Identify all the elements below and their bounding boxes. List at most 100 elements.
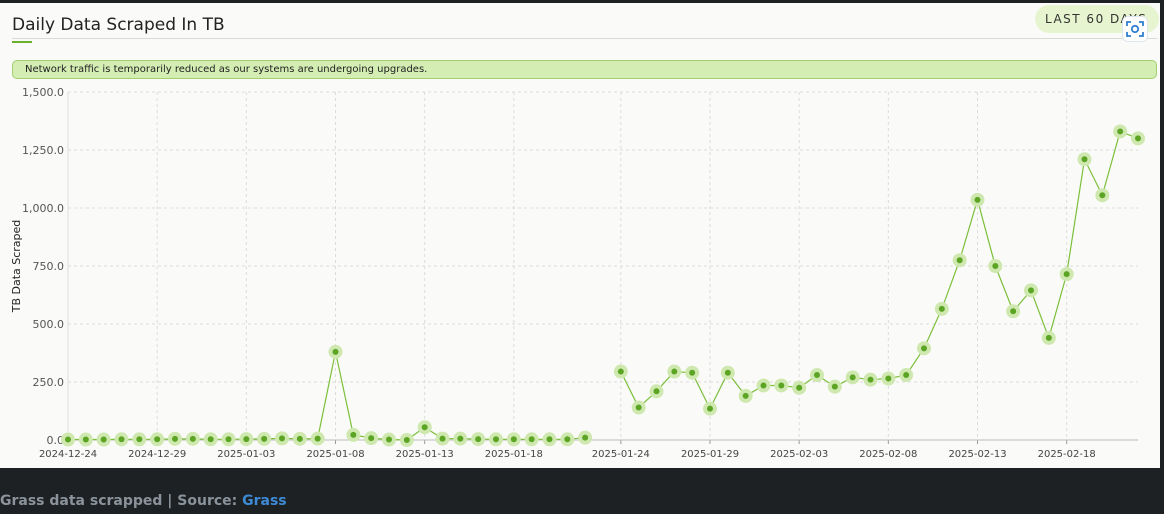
- data-point[interactable]: [114, 432, 129, 447]
- data-point[interactable]: [1006, 304, 1021, 319]
- data-point[interactable]: [382, 432, 396, 447]
- data-point-dot: [65, 436, 71, 443]
- data-point[interactable]: [845, 370, 860, 385]
- data-point[interactable]: [970, 192, 985, 207]
- y-tick-label: 1,250.0: [22, 144, 64, 157]
- data-point-dot: [225, 436, 232, 443]
- data-point[interactable]: [756, 378, 771, 393]
- data-point[interactable]: [78, 432, 93, 447]
- data-point[interactable]: [863, 372, 878, 387]
- data-point[interactable]: [774, 378, 789, 393]
- data-point-dot: [261, 435, 268, 442]
- data-point[interactable]: [328, 344, 343, 359]
- data-point[interactable]: [453, 431, 468, 446]
- data-point-dot: [386, 436, 392, 443]
- data-point[interactable]: [435, 431, 450, 446]
- y-tick-label: 250.0: [33, 376, 65, 389]
- data-point[interactable]: [524, 432, 539, 447]
- data-point[interactable]: [667, 364, 682, 379]
- data-point[interactable]: [685, 365, 700, 380]
- data-point[interactable]: [221, 432, 236, 447]
- data-point[interactable]: [471, 432, 486, 447]
- data-point[interactable]: [720, 365, 735, 380]
- y-tick-label: 1,000.0: [22, 202, 64, 215]
- data-point[interactable]: [150, 432, 165, 447]
- data-point-dot: [707, 405, 713, 412]
- data-point[interactable]: [310, 431, 325, 446]
- data-point[interactable]: [399, 433, 414, 447]
- data-point[interactable]: [239, 432, 254, 447]
- data-point[interactable]: [542, 432, 557, 447]
- data-point[interactable]: [988, 259, 1003, 273]
- data-point-dot: [475, 436, 482, 443]
- data-point[interactable]: [560, 432, 575, 447]
- data-point-dot: [1010, 308, 1017, 315]
- data-point[interactable]: [185, 431, 200, 446]
- data-point[interactable]: [1095, 188, 1110, 203]
- data-point[interactable]: [917, 341, 931, 356]
- data-point-dot: [938, 305, 945, 312]
- data-point-dot: [546, 436, 553, 443]
- data-point[interactable]: [61, 432, 75, 447]
- data-point[interactable]: [1024, 283, 1038, 298]
- data-point-dot: [1063, 271, 1070, 278]
- data-point[interactable]: [132, 432, 147, 447]
- x-tick-label: 2025-01-08: [306, 449, 364, 460]
- data-point-dot: [903, 372, 910, 379]
- data-point[interactable]: [1041, 330, 1056, 345]
- data-point-dot: [921, 345, 927, 352]
- x-tick-label: 2025-02-08: [859, 449, 917, 460]
- data-point[interactable]: [649, 384, 664, 399]
- data-point[interactable]: [934, 301, 949, 316]
- data-point[interactable]: [881, 371, 896, 386]
- data-point[interactable]: [827, 379, 842, 394]
- data-point[interactable]: [203, 432, 218, 447]
- data-point[interactable]: [1131, 131, 1145, 146]
- line-chart: 1,500.0 1,250.0 1,000.0 750.0 500.0 250.0 0.0 2…: [10, 86, 1145, 460]
- data-point-dot: [724, 369, 731, 376]
- data-point[interactable]: [810, 368, 824, 383]
- scan-lens-icon[interactable]: [1122, 16, 1148, 42]
- data-point[interactable]: [703, 401, 717, 416]
- data-point-dot: [207, 436, 214, 443]
- data-point-dot: [992, 263, 999, 269]
- data-point-dot: [1099, 192, 1106, 199]
- data-point[interactable]: [613, 364, 628, 379]
- data-point-dot: [814, 372, 820, 379]
- data-point[interactable]: [417, 420, 432, 435]
- data-point[interactable]: [792, 380, 807, 395]
- data-point[interactable]: [489, 432, 503, 447]
- data-point[interactable]: [631, 400, 646, 415]
- data-point[interactable]: [168, 431, 182, 446]
- data-point-dot: [582, 434, 589, 441]
- data-point-dot: [974, 196, 981, 203]
- data-point[interactable]: [738, 388, 753, 403]
- data-point-dot: [956, 257, 963, 264]
- x-tick-label: 2024-12-24: [39, 449, 97, 460]
- data-point[interactable]: [257, 431, 272, 446]
- data-point[interactable]: [96, 432, 111, 447]
- chart-title: Daily Data Scraped In TB: [12, 15, 225, 35]
- data-point[interactable]: [899, 368, 914, 383]
- data-point[interactable]: [275, 431, 289, 446]
- source-link[interactable]: Grass: [242, 493, 287, 509]
- data-point[interactable]: [1113, 124, 1128, 139]
- data-point-dot: [510, 436, 517, 443]
- x-tick-label: 2024-12-29: [128, 449, 186, 460]
- data-point-dot: [314, 435, 321, 442]
- data-point-dot: [118, 436, 125, 443]
- data-point[interactable]: [506, 432, 521, 447]
- data-point[interactable]: [578, 430, 593, 445]
- data-point[interactable]: [346, 427, 361, 442]
- data-point[interactable]: [1077, 152, 1092, 167]
- data-point[interactable]: [292, 431, 307, 446]
- data-point-dot: [849, 374, 856, 381]
- data-point-dot: [154, 436, 161, 443]
- x-tick-label: 2025-01-18: [485, 449, 543, 460]
- data-point[interactable]: [952, 253, 967, 268]
- y-tick-label: 750.0: [33, 260, 65, 273]
- data-point-dot: [1045, 334, 1052, 341]
- series-line: [68, 351, 586, 441]
- data-point[interactable]: [364, 431, 379, 446]
- data-point[interactable]: [1059, 267, 1074, 282]
